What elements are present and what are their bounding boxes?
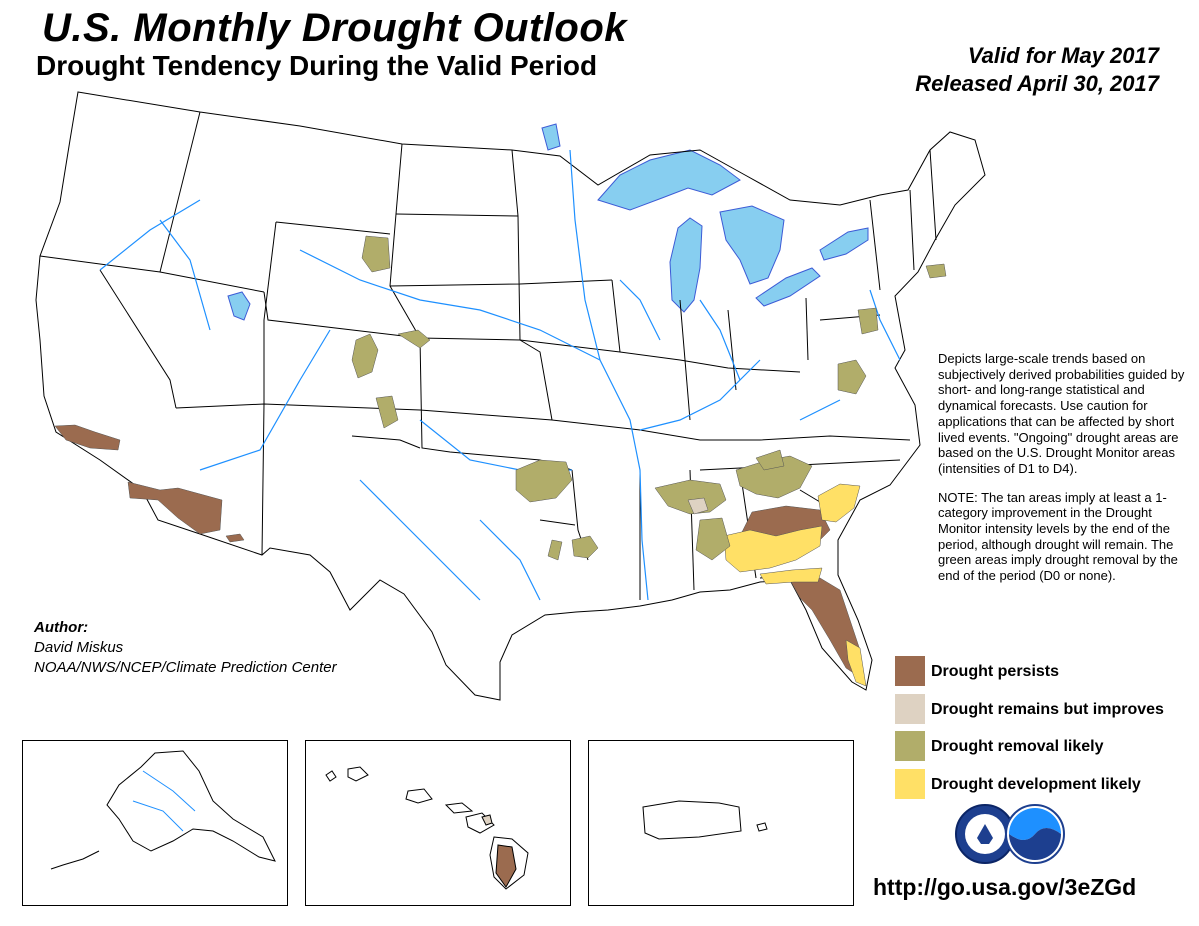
outlook-description: Depicts large-scale trends based on subj…	[938, 351, 1196, 597]
noaa-nws-seal-icon	[955, 804, 1015, 864]
legend-label: Drought removal likely	[931, 738, 1104, 755]
puerto-rico-inset	[588, 740, 854, 906]
agency-logos	[955, 802, 1065, 871]
author-block: Author: David Miskus NOAA/NWS/NCEP/Clima…	[34, 618, 337, 678]
drought-persists-socal	[54, 424, 121, 451]
source-link[interactable]: http://go.usa.gov/3eZGd	[873, 874, 1137, 900]
author-organization: NOAA/NWS/NCEP/Climate Prediction Center	[34, 659, 337, 676]
drought-development-se	[723, 525, 823, 573]
description-paragraph-1: Depicts large-scale trends based on subj…	[938, 351, 1185, 476]
drought-removal-ny	[925, 263, 947, 279]
page-subtitle: Drought Tendency During the Valid Period	[36, 50, 598, 81]
rivers	[99, 149, 901, 601]
drought-removal-al-2	[695, 517, 731, 561]
legend-label: Drought persists	[931, 663, 1060, 680]
drought-improves-al	[687, 497, 709, 515]
drought-development-carolinas	[817, 483, 861, 523]
lake-ontario	[819, 227, 869, 261]
drought-removal-ky	[755, 449, 785, 471]
legend-swatch-improves	[895, 693, 925, 724]
drought-removal-co	[351, 333, 379, 379]
validity-block: Valid for May 2017 Released April 30, 20…	[915, 42, 1159, 98]
drought-removal-ok	[515, 459, 573, 503]
drought-removal-pa	[857, 307, 879, 335]
drought-removal-wy	[361, 235, 391, 273]
hawaii-inset	[305, 740, 571, 906]
great-lakes	[227, 123, 869, 321]
release-date-text: Released April 30, 2017	[915, 71, 1159, 96]
drought-areas	[54, 235, 947, 687]
drought-removal-co-2	[397, 329, 431, 349]
drought-persists-az	[127, 481, 223, 535]
drought-removal-ar	[571, 535, 599, 559]
drought-removal-al	[654, 479, 727, 515]
lake-huron	[719, 205, 785, 285]
page-title: U.S. Monthly Drought Outlook	[42, 6, 628, 50]
hawaii-map	[325, 766, 529, 890]
lake-erie	[755, 267, 821, 307]
legend-label: Drought development likely	[931, 775, 1141, 793]
drought-persists-az-small	[225, 533, 245, 543]
drought-removal-la	[547, 539, 563, 561]
legend-swatch-development	[895, 768, 925, 799]
lake-winnebago	[541, 123, 561, 151]
legend-swatch-persists	[895, 656, 925, 686]
lake-superior	[597, 149, 741, 211]
drought-removal-va	[837, 359, 867, 395]
valid-for-text: Valid for May 2017	[967, 43, 1159, 68]
author-label: Author:	[34, 619, 89, 636]
noaa-logo-icon	[1005, 804, 1065, 864]
puerto-rico-map	[642, 800, 768, 840]
drought-development-fl-sw	[845, 639, 867, 687]
lake-michigan	[669, 217, 703, 313]
alaska-inset	[22, 740, 288, 906]
legend-swatch-removal	[895, 731, 925, 761]
drought-development-fl-nw	[759, 567, 823, 585]
description-note: NOTE: The tan areas imply at least a 1-c…	[938, 489, 1178, 584]
drought-removal-nm	[375, 395, 399, 429]
author-name: David Miskus	[34, 639, 124, 656]
alaska-map	[50, 750, 276, 870]
nation-outline	[35, 91, 986, 701]
logo-group	[955, 804, 1065, 864]
great-salt-lake	[227, 291, 251, 321]
legend-label: Drought remains but improves	[931, 700, 1164, 718]
